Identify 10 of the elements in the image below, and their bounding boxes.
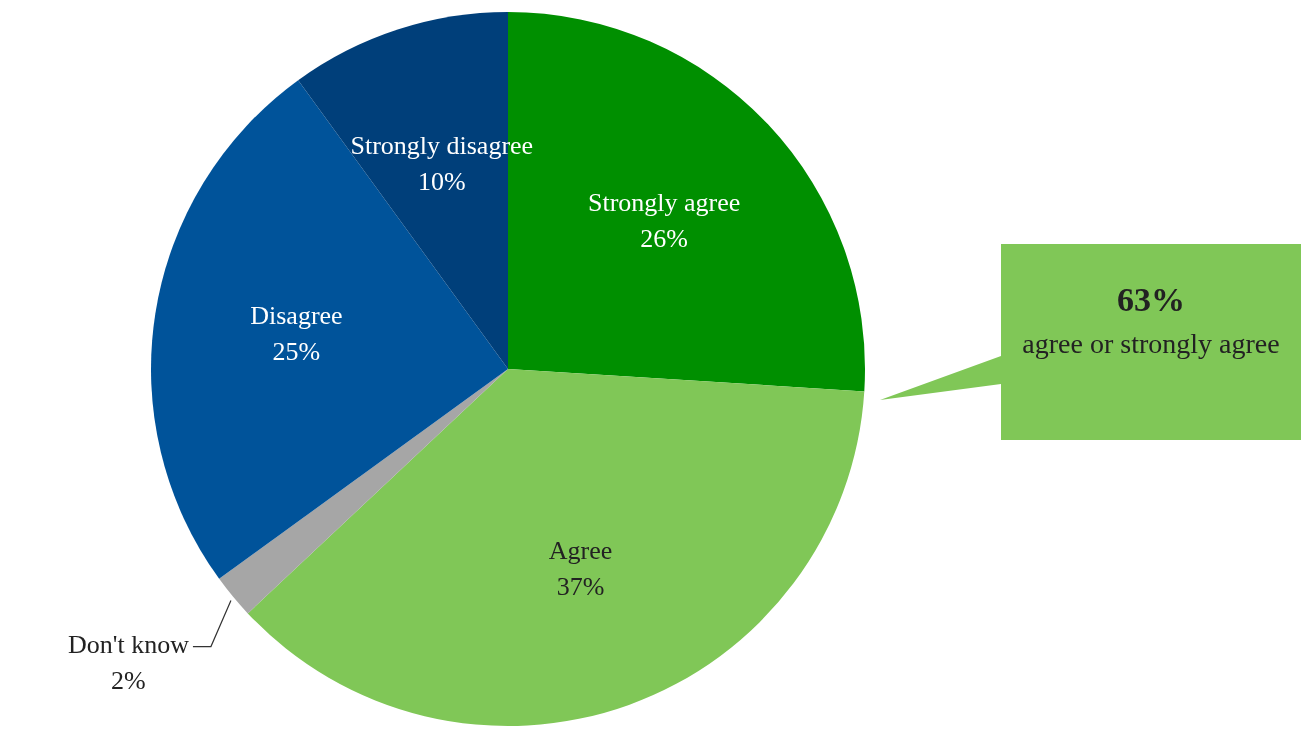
slice-label: Strongly agree — [587, 188, 741, 218]
data-label: 25% — [272, 337, 321, 367]
data-label: 26% — [640, 224, 688, 254]
data-label: 37% — [556, 572, 605, 602]
slice-label: Strongly disagree — [350, 131, 534, 161]
slice-label: Agree — [548, 536, 613, 566]
slice-label: Disagree — [250, 301, 343, 331]
data-label: 10% — [417, 167, 466, 197]
slice-label: Don't know — [67, 630, 190, 660]
data-label: 2% — [111, 666, 146, 696]
